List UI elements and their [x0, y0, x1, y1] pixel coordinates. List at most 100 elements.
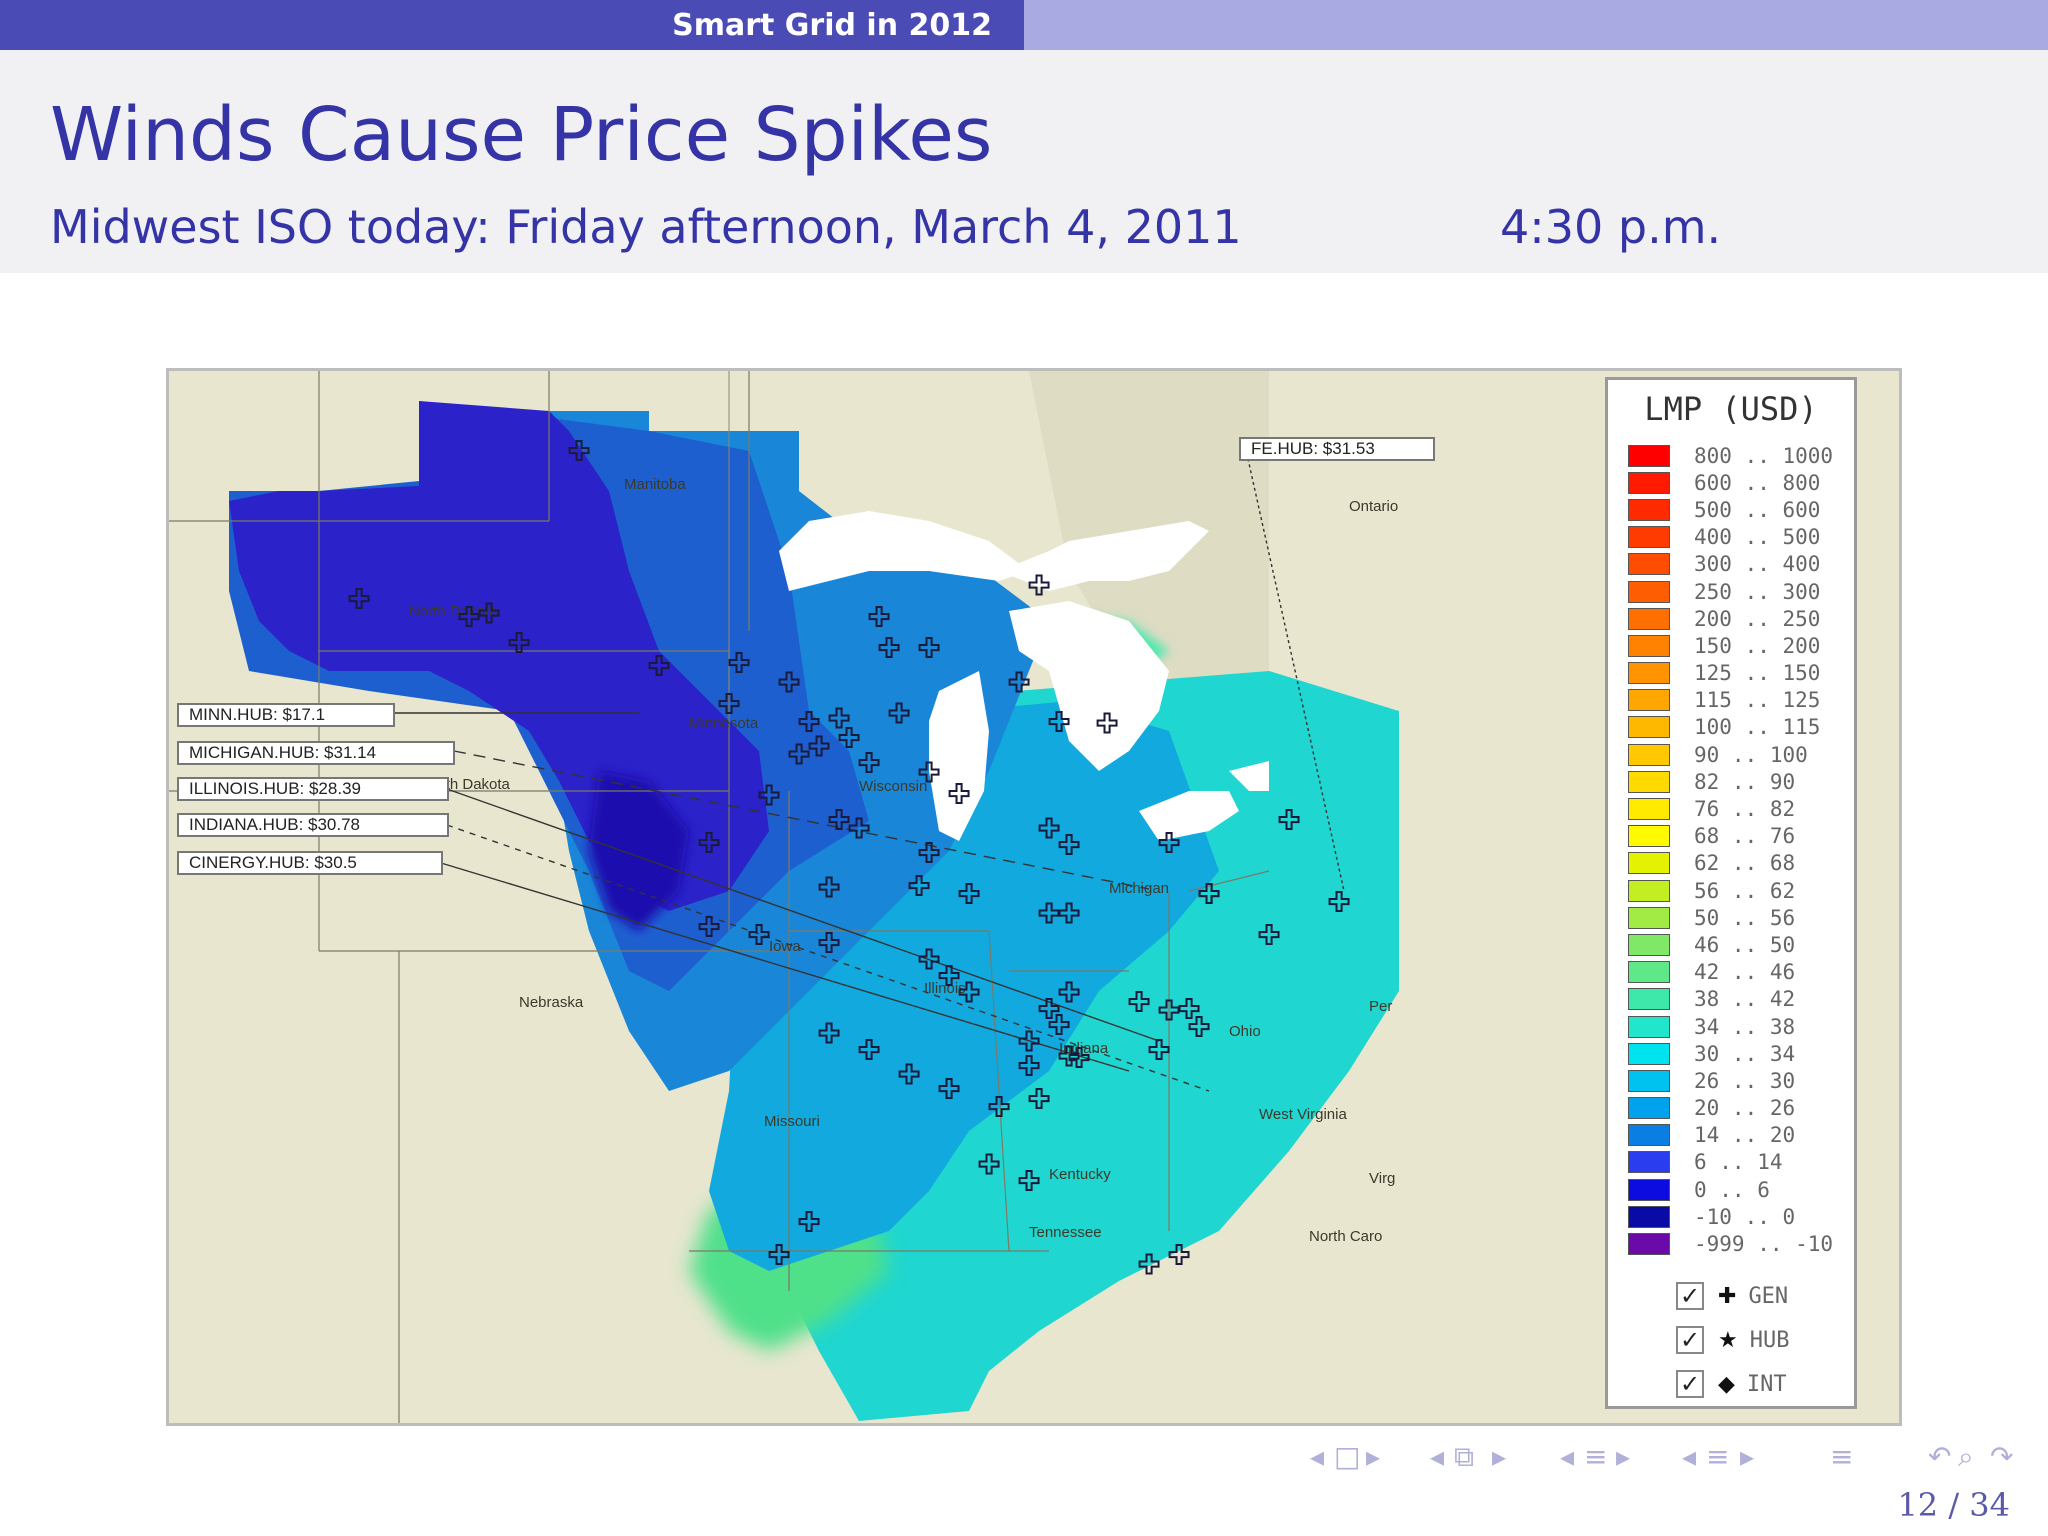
generator-node-icon[interactable]: ✚: [1037, 899, 1061, 931]
legend-toggle-int[interactable]: ✓ ◆ INT: [1676, 1362, 1846, 1406]
nav-next-section-icon[interactable]: ▸: [1492, 1440, 1507, 1473]
generator-node-icon[interactable]: ✚: [1057, 977, 1081, 1009]
generator-node-icon[interactable]: ✚: [1157, 828, 1181, 860]
generator-node-icon[interactable]: ✚: [757, 781, 781, 813]
generator-node-icon[interactable]: ✚: [1177, 994, 1201, 1026]
nav-prev-part-icon[interactable]: ◂: [1682, 1440, 1697, 1473]
generator-node-icon[interactable]: ✚: [937, 961, 961, 993]
generator-node-icon[interactable]: ✚: [857, 748, 881, 780]
generator-node-icon[interactable]: ✚: [957, 977, 981, 1009]
generator-node-icon[interactable]: ✚: [937, 1074, 961, 1106]
generator-node-icon[interactable]: ✚: [1257, 920, 1281, 952]
generator-node-icon[interactable]: ✚: [1137, 1250, 1161, 1282]
generator-node-icon[interactable]: ✚: [1167, 1240, 1191, 1272]
generator-node-icon[interactable]: ✚: [457, 602, 481, 634]
generator-node-icon[interactable]: ✚: [1057, 1041, 1081, 1073]
nav-toc-icon[interactable]: ≡: [1830, 1440, 1854, 1473]
generator-node-icon[interactable]: ✚: [917, 758, 941, 790]
generator-node-icon[interactable]: ✚: [1037, 813, 1061, 845]
generator-node-icon[interactable]: ✚: [787, 740, 811, 772]
generator-node-icon[interactable]: ✚: [857, 1035, 881, 1067]
nav-next-part-icon[interactable]: ▸: [1740, 1440, 1755, 1473]
generator-node-icon[interactable]: ✚: [797, 1207, 821, 1239]
generator-node-icon[interactable]: ✚: [647, 651, 671, 683]
generator-node-icon[interactable]: ✚: [1017, 1027, 1041, 1059]
nav-next-subsection-icon[interactable]: ▸: [1616, 1440, 1631, 1473]
legend-swatch: [1628, 988, 1670, 1011]
nav-next-frame-icon[interactable]: ▸: [1366, 1440, 1381, 1473]
nav-back-icon[interactable]: ↶: [1928, 1440, 1952, 1473]
checkbox-icon[interactable]: ✓: [1676, 1326, 1704, 1354]
generator-node-icon[interactable]: ✚: [807, 731, 831, 763]
generator-node-icon[interactable]: ✚: [817, 1018, 841, 1050]
generator-node-icon[interactable]: ✚: [827, 805, 851, 837]
generator-node-icon[interactable]: ✚: [817, 928, 841, 960]
generator-node-icon[interactable]: ✚: [797, 707, 821, 739]
nav-section-icon[interactable]: ≡: [1584, 1440, 1608, 1473]
generator-node-icon[interactable]: ✚: [1095, 708, 1119, 740]
generator-node-icon[interactable]: ✚: [1027, 571, 1051, 603]
generator-node-icon[interactable]: ✚: [817, 872, 841, 904]
generator-node-icon[interactable]: ✚: [1197, 879, 1221, 911]
generator-node-icon[interactable]: ✚: [877, 633, 901, 665]
generator-node-icon[interactable]: ✚: [1057, 830, 1081, 862]
generator-node-icon[interactable]: ✚: [1277, 805, 1301, 837]
generator-node-icon[interactable]: ✚: [767, 1240, 791, 1272]
generator-node-icon[interactable]: ✚: [507, 628, 531, 660]
generator-node-icon[interactable]: ✚: [717, 689, 741, 721]
nav-prev-subsection-icon[interactable]: ◂: [1560, 1440, 1575, 1473]
generator-node-icon[interactable]: ✚: [947, 779, 971, 811]
generator-node-icon[interactable]: ✚: [847, 813, 871, 845]
generator-node-icon[interactable]: ✚: [1027, 1084, 1051, 1116]
generator-node-icon[interactable]: ✚: [697, 912, 721, 944]
nav-search-icon[interactable]: ⌕: [1958, 1440, 1974, 1473]
nav-prev-frame-icon[interactable]: ◂: [1310, 1440, 1325, 1473]
generator-node-icon[interactable]: ✚: [1007, 667, 1031, 699]
generator-node-icon[interactable]: ✚: [867, 602, 891, 634]
generator-node-icon[interactable]: ✚: [1157, 995, 1181, 1027]
generator-node-icon[interactable]: ✚: [887, 699, 911, 731]
legend-toggle-gen[interactable]: ✓ ✚ GEN: [1676, 1274, 1846, 1318]
generator-node-icon[interactable]: ✚: [917, 838, 941, 870]
generator-node-icon[interactable]: ✚: [777, 667, 801, 699]
generator-node-icon[interactable]: ✚: [347, 584, 371, 616]
legend-title: LMP (USD): [1644, 390, 1818, 428]
toggle-label: INT: [1746, 1371, 1787, 1397]
generator-node-icon[interactable]: ✚: [1127, 987, 1151, 1019]
generator-node-icon[interactable]: ✚: [977, 1150, 1001, 1182]
generator-node-icon[interactable]: ✚: [907, 871, 931, 903]
generator-node-icon[interactable]: ✚: [837, 723, 861, 755]
generator-node-icon[interactable]: ✚: [1017, 1166, 1041, 1198]
section-title[interactable]: Smart Grid in 2012: [0, 0, 1024, 50]
generator-node-icon[interactable]: ✚: [477, 599, 501, 631]
generator-node-icon[interactable]: ✚: [1017, 1051, 1041, 1083]
generator-node-icon[interactable]: ✚: [1047, 1010, 1071, 1042]
generator-node-icon[interactable]: ✚: [987, 1092, 1011, 1124]
generator-node-icon[interactable]: ✚: [827, 704, 851, 736]
nav-forward-icon[interactable]: ↷: [1990, 1440, 2014, 1473]
generator-node-icon[interactable]: ✚: [917, 633, 941, 665]
generator-node-icon[interactable]: ✚: [1037, 994, 1061, 1026]
generator-node-icon[interactable]: ✚: [1057, 899, 1081, 931]
generator-node-icon[interactable]: ✚: [957, 879, 981, 911]
generator-node-icon[interactable]: ✚: [897, 1059, 921, 1091]
nav-frame-icon[interactable]: □: [1334, 1440, 1361, 1473]
generator-node-icon[interactable]: ✚: [917, 945, 941, 977]
generator-node-icon[interactable]: ✚: [567, 436, 591, 468]
generator-node-icon[interactable]: ✚: [1187, 1012, 1211, 1044]
generator-node-icon[interactable]: ✚: [1047, 707, 1071, 739]
nav-part-icon[interactable]: ≡: [1706, 1440, 1730, 1473]
generator-node-icon[interactable]: ✚: [697, 828, 721, 860]
generator-node-icon[interactable]: ✚: [1197, 879, 1221, 911]
legend-toggle-hub[interactable]: ✓ ★ HUB: [1676, 1318, 1846, 1362]
generator-node-icon[interactable]: ✚: [727, 648, 751, 680]
generator-node-icon[interactable]: ✚: [747, 920, 771, 952]
generator-node-icon[interactable]: ✚: [1327, 887, 1351, 919]
checkbox-icon[interactable]: ✓: [1676, 1282, 1704, 1310]
nav-prev-section-icon[interactable]: ◂: [1430, 1440, 1445, 1473]
generator-node-icon[interactable]: ✚: [1067, 1043, 1091, 1075]
checkbox-icon[interactable]: ✓: [1676, 1370, 1704, 1398]
generator-node-icon[interactable]: ✚: [1147, 1035, 1171, 1067]
legend-swatch: [1628, 1015, 1670, 1038]
nav-subsection-icon[interactable]: ⧉: [1454, 1440, 1474, 1473]
